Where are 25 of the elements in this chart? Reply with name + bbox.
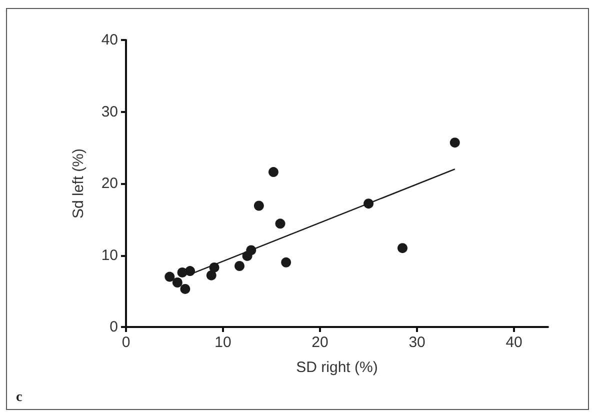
point — [180, 284, 190, 294]
y-tick-label: 30 — [101, 103, 118, 120]
point — [397, 243, 408, 254]
point — [164, 272, 175, 282]
text: c — [16, 390, 22, 406]
point — [275, 218, 286, 229]
point — [172, 278, 182, 288]
point — [234, 261, 245, 272]
x-tick-label: 30 — [408, 334, 426, 351]
y-tick-label: 0 — [110, 318, 118, 336]
point — [206, 270, 216, 280]
point — [450, 138, 460, 148]
y-tick-label: 10 — [101, 246, 118, 264]
y-tick-label: 20 — [101, 175, 118, 192]
point — [281, 257, 292, 268]
x-tick-label: 20 — [312, 334, 328, 351]
y-tick-label: 40 — [101, 32, 118, 48]
point — [185, 266, 196, 276]
point — [254, 200, 264, 211]
x-tick-label: 0 — [122, 334, 130, 351]
x-axis-title: SD right (%) — [296, 359, 378, 376]
x-tick-label: 40 — [506, 334, 522, 351]
point — [268, 167, 278, 178]
x-tick-label: 10 — [214, 334, 232, 351]
y-axis-title: Sd left (%) — [70, 148, 87, 219]
